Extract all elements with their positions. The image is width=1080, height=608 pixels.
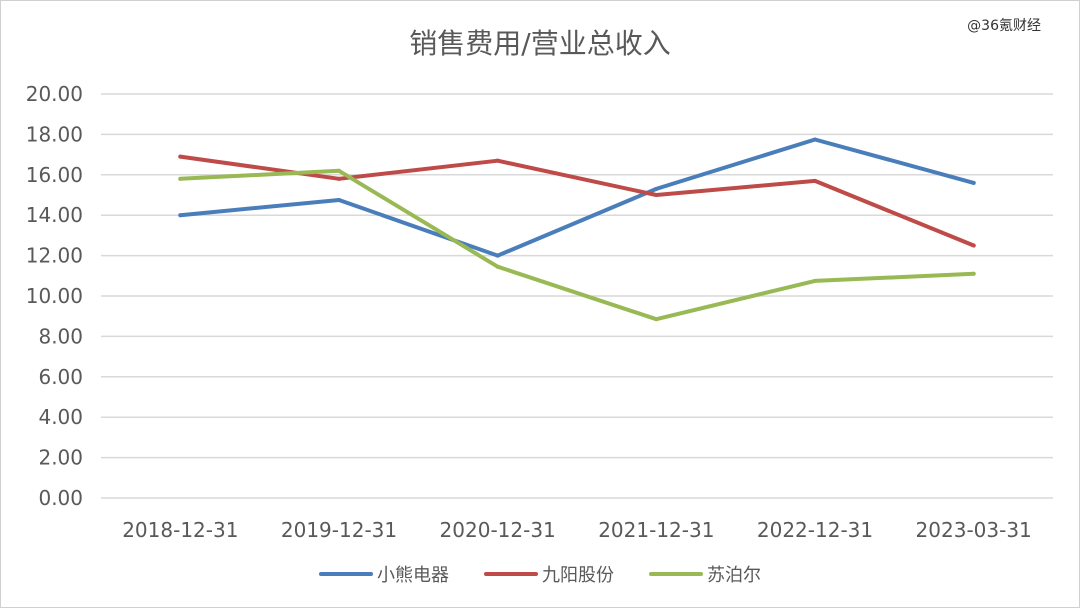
y-tick-label: 20.00 [26,82,83,106]
x-tick-label: 2022-12-31 [757,518,873,542]
chart-title: 销售费用/营业总收入 [409,27,670,60]
data-point-s1-4 [654,186,659,191]
data-point-s2-3 [495,158,500,163]
data-point-s2-4 [654,193,659,197]
data-point-s2-1 [178,154,183,159]
data-point-s3-4 [654,317,659,322]
x-tick-label: 2019-12-31 [281,518,397,542]
data-point-s1-3 [495,253,500,258]
series-line-1 [178,137,976,258]
y-tick-label: 0.00 [38,486,83,510]
y-tick-label: 12.00 [26,244,83,268]
data-point-s1-1 [178,213,183,218]
x-tick-label: 2021-12-31 [598,518,714,542]
data-point-s1-5 [813,137,817,142]
data-point-s2-2 [337,176,341,181]
y-tick-label: 8.00 [38,324,83,348]
data-point-s3-2 [337,168,341,173]
legend-label: 小熊电器 [377,565,449,586]
data-point-s1-6 [971,180,976,185]
data-point-s3-5 [813,278,817,283]
y-tick-label: 2.00 [38,446,83,470]
watermark: @36氪财经 [967,18,1041,34]
series-line-2 [178,154,976,248]
x-tick-label: 2023-03-31 [916,518,1032,542]
data-point-s2-6 [971,243,976,248]
x-tick-label: 2018-12-31 [122,518,238,542]
series-line-3 [178,168,976,322]
data-point-s3-3 [495,264,500,269]
y-tick-label: 4.00 [38,405,83,429]
legend-label: 苏泊尔 [707,565,761,586]
legend-label: 九阳股份 [542,565,614,586]
y-tick-label: 16.00 [26,163,83,187]
data-point-s1-2 [337,198,341,203]
y-tick-label: 10.00 [26,284,83,308]
y-tick-label: 18.00 [26,122,83,146]
data-point-s3-1 [178,176,183,181]
y-tick-label: 14.00 [26,203,83,227]
x-tick-label: 2020-12-31 [440,518,556,542]
y-tick-label: 6.00 [38,365,83,389]
data-point-s2-5 [813,178,817,183]
data-point-s3-6 [971,271,976,276]
